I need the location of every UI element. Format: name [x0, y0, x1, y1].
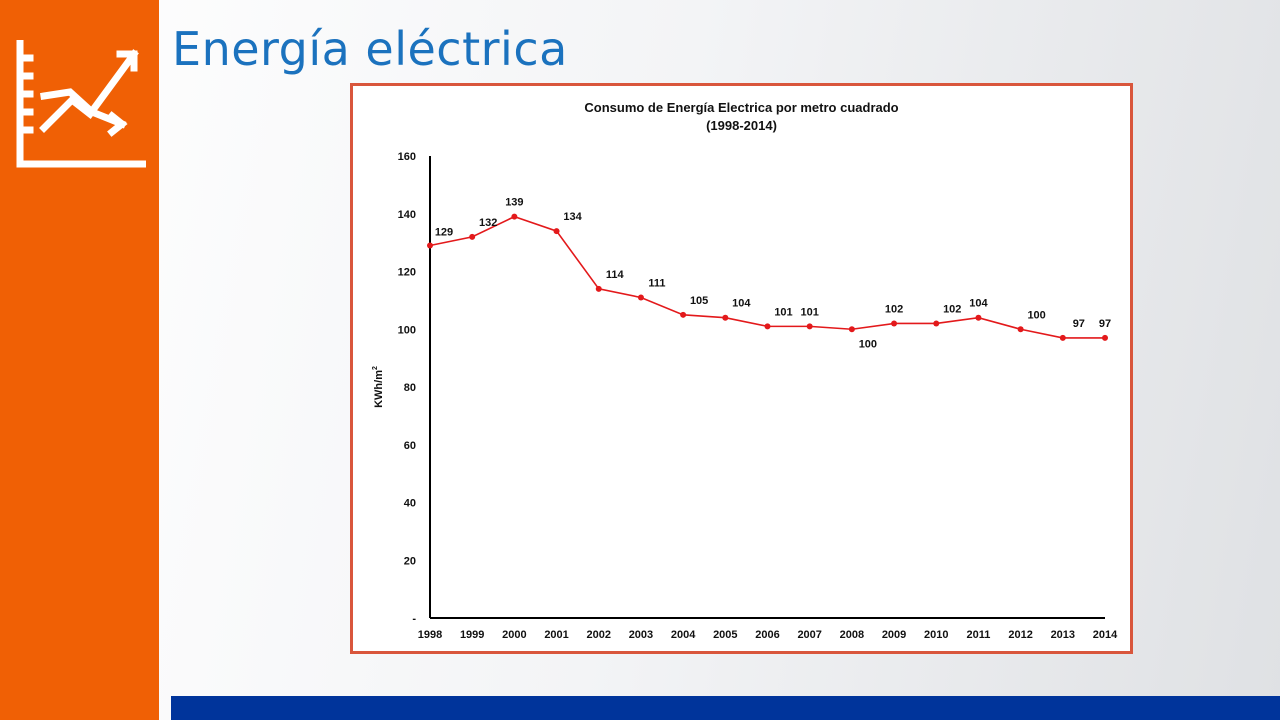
- x-tick-label: 2002: [587, 629, 611, 641]
- data-label: 100: [1027, 309, 1045, 321]
- x-tick-label: 2004: [671, 629, 696, 641]
- x-tick-label: 2000: [502, 629, 526, 641]
- data-label: 104: [969, 298, 988, 310]
- x-tick-label: 2005: [713, 629, 737, 641]
- y-tick-label: 20: [404, 555, 416, 567]
- data-point: [595, 285, 602, 292]
- x-tick-label: 1999: [460, 629, 484, 641]
- x-tick-label: 2003: [629, 629, 653, 641]
- line-chart: - 20 40 60 80 100 120 140 160 1998 1999 2000 2001 200…: [372, 151, 1118, 641]
- data-point: [1059, 334, 1066, 341]
- data-point: [722, 314, 729, 321]
- x-tick-label: 2011: [967, 629, 991, 641]
- data-point: [469, 233, 476, 240]
- data-label: 97: [1073, 318, 1085, 330]
- x-tick-label: 2009: [882, 629, 906, 641]
- data-label: 105: [690, 295, 708, 307]
- x-tick-label: 2010: [924, 629, 948, 641]
- data-point: [427, 242, 433, 249]
- data-label: 114: [606, 269, 625, 281]
- chart-frame: Consumo de Energía Electrica por metro c…: [350, 83, 1133, 654]
- data-label: 104: [732, 298, 751, 310]
- data-point: [637, 294, 644, 301]
- x-tick-label: 2001: [544, 629, 568, 641]
- data-point: [764, 323, 771, 330]
- y-tick-label: 120: [398, 267, 416, 279]
- data-point: [1017, 326, 1024, 333]
- data-label: 102: [943, 303, 961, 315]
- y-tick-label: 160: [398, 151, 416, 163]
- data-label: 101: [801, 306, 819, 318]
- x-tick-label: 2014: [1093, 629, 1118, 641]
- y-tick-label: 40: [404, 498, 416, 510]
- data-point: [511, 213, 518, 220]
- data-point: [848, 326, 855, 333]
- data-label: 97: [1099, 318, 1111, 330]
- series-line: [429, 215, 1105, 339]
- data-point: [553, 228, 560, 235]
- x-tick-label: 1998: [418, 629, 442, 641]
- y-tick-label: -: [412, 613, 416, 625]
- y-tick-label: 140: [398, 209, 416, 221]
- data-point: [891, 320, 898, 327]
- data-point: [806, 323, 813, 330]
- data-label: 102: [885, 303, 903, 315]
- chart-title: Consumo de Energía Electrica por metro c…: [584, 100, 899, 115]
- data-point: [933, 320, 940, 327]
- chart-subtitle: (1998-2014): [706, 118, 777, 133]
- slide-title: Energía eléctrica: [172, 22, 568, 76]
- x-tick-label: 2013: [1051, 629, 1075, 641]
- y-axis-label: KWh/m2: [372, 366, 385, 408]
- trend-chart-icon: [16, 40, 146, 168]
- data-label: 100: [859, 338, 877, 350]
- data-label: 129: [435, 227, 453, 239]
- bottom-bar: [171, 696, 1280, 720]
- data-label: 139: [505, 197, 523, 209]
- y-tick-label: 80: [404, 382, 416, 394]
- data-point: [1102, 334, 1108, 341]
- data-label: 101: [774, 306, 792, 318]
- sidebar: [0, 0, 159, 720]
- x-tick-label: 2006: [755, 629, 779, 641]
- y-tick-label: 100: [398, 324, 416, 336]
- data-label: 132: [479, 217, 497, 229]
- data-point: [680, 311, 687, 318]
- x-tick-label: 2007: [797, 629, 821, 641]
- data-point: [975, 314, 982, 321]
- y-tick-label: 60: [404, 440, 416, 452]
- x-tick-label: 2012: [1008, 629, 1032, 641]
- x-tick-label: 2008: [840, 629, 864, 641]
- data-label: 134: [563, 211, 582, 223]
- data-label: 111: [648, 277, 665, 289]
